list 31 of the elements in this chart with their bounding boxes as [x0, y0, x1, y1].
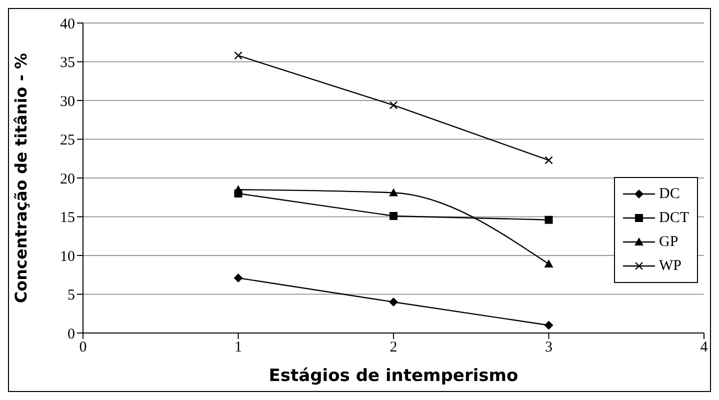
point [389, 188, 398, 196]
x-tick-label: 1 [234, 340, 242, 356]
point [389, 298, 398, 306]
x-tick-label: 4 [700, 340, 708, 356]
x-axis-title: Estágios de intemperismo [268, 366, 518, 386]
point [234, 273, 243, 282]
point [234, 185, 243, 194]
y-tick-label: 10 [60, 248, 75, 265]
point [544, 216, 553, 224]
y-tick-label: 5 [68, 288, 75, 304]
legend-label: DCT [659, 210, 689, 226]
point [544, 260, 554, 268]
x-tick-label: 2 [390, 340, 398, 356]
legend-label: GP [659, 234, 678, 250]
y-tick-label: 30 [60, 94, 75, 110]
legend-label: WP [659, 258, 682, 274]
y-tick-label: 0 [68, 326, 75, 342]
y-tick-label: 35 [60, 55, 75, 72]
point [234, 51, 242, 60]
point [390, 212, 398, 220]
point [389, 101, 398, 110]
x-tick-label: 3 [545, 340, 552, 356]
y-axis-title: Concentração de titânio - % [12, 52, 31, 304]
point [544, 156, 553, 164]
y-tick-label: 15 [60, 210, 75, 226]
legend-label: DC [659, 186, 680, 202]
point [544, 320, 554, 330]
x-tick-label: 0 [79, 340, 87, 356]
y-tick-label: 40 [60, 16, 75, 32]
y-tick-label: 25 [60, 132, 75, 149]
y-tick-label: 20 [60, 171, 75, 188]
